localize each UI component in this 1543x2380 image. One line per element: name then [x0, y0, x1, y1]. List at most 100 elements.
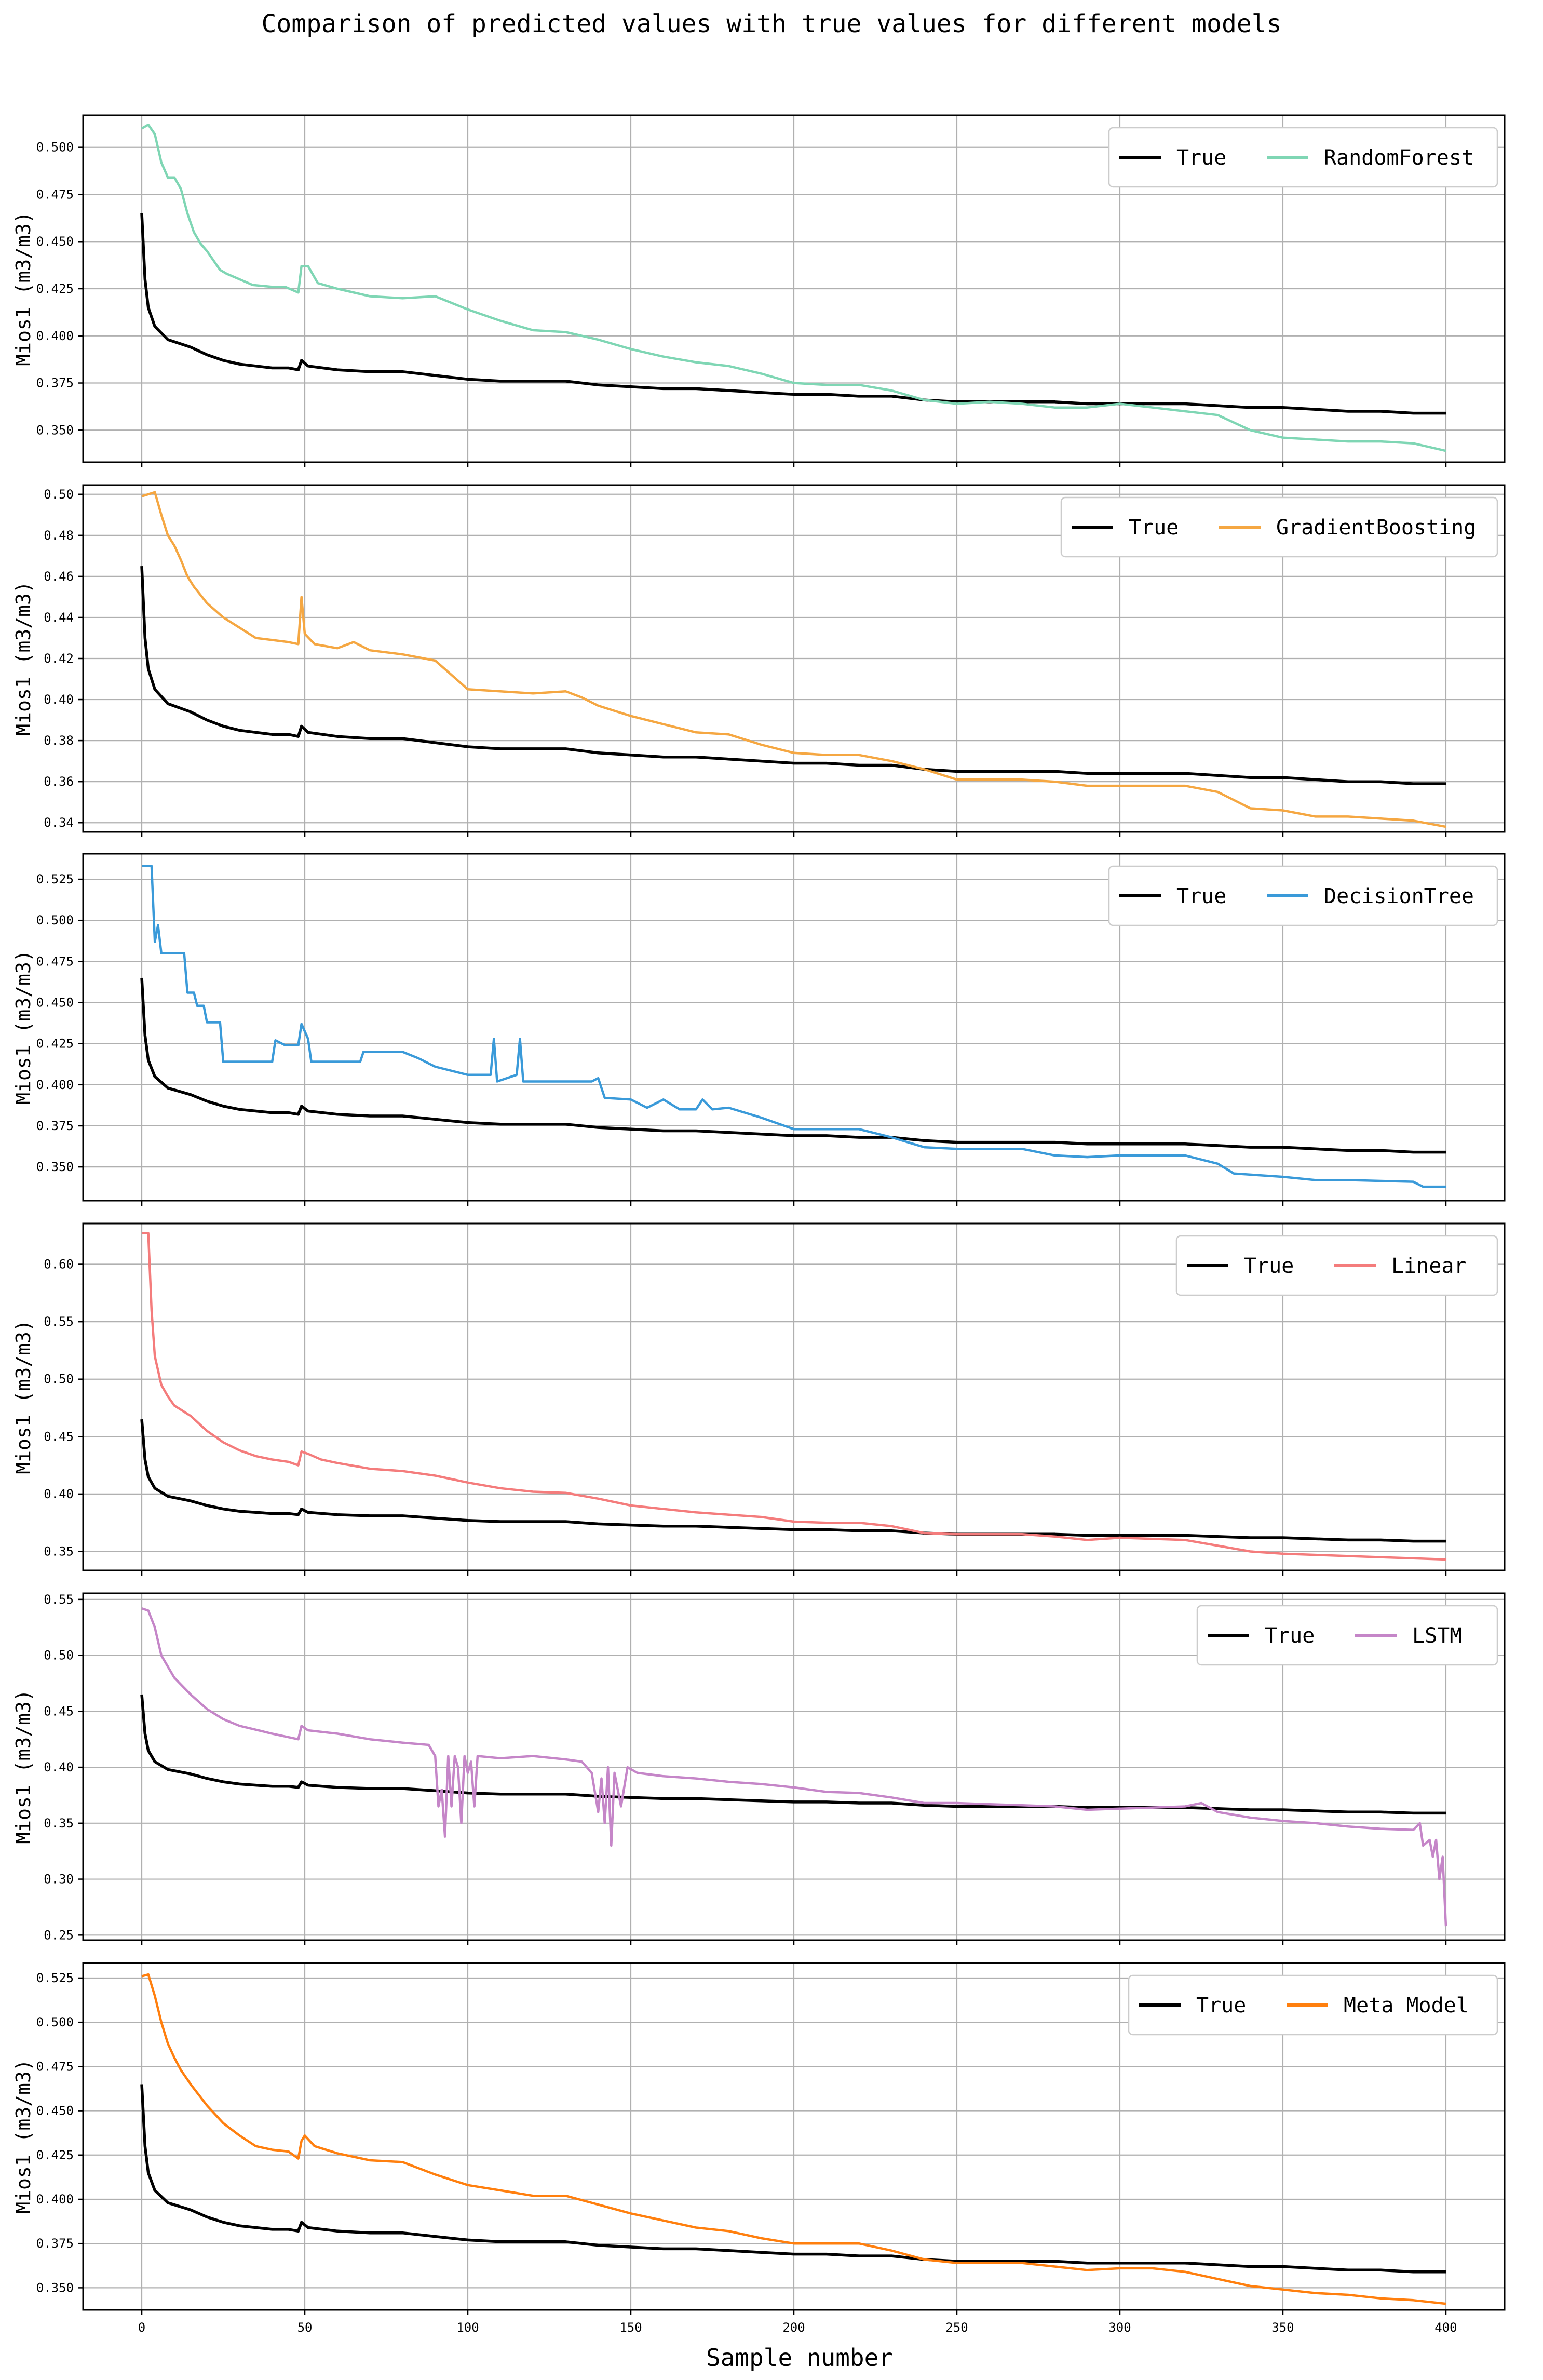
legend: True DecisionTree [1108, 865, 1498, 926]
y-tick-label: 0.55 [44, 1314, 74, 1329]
y-axis-label: Mios1 (m3/m3) [12, 1320, 35, 1474]
y-tick-label: 0.34 [44, 815, 74, 830]
series-line-meta-model [141, 1973, 1446, 2305]
x-tick-label: 400 [1434, 2320, 1457, 2335]
x-axis-label: Sample number [706, 2344, 893, 2372]
subplot-4: 0.35 0.40 0.45 0.50 0.55 0.60 Mios1 (m3/m3) Tru… [12, 1222, 1506, 1576]
y-tick-label: 0.35 [44, 1816, 74, 1831]
x-tick-label: 300 [1108, 2320, 1131, 2335]
legend-label-model: DecisionTree [1324, 884, 1474, 908]
series-line-gradientboosting [141, 491, 1446, 828]
series-line-decisiontree [142, 865, 1446, 1188]
y-tick-label: 0.30 [44, 1872, 74, 1887]
series-line-linear [142, 1232, 1446, 1561]
y-tick-label: 0.44 [44, 610, 74, 625]
subplot-3: 0.350 0.375 0.400 0.425 0.450 0.475 0.500 0.525… [12, 853, 1506, 1206]
y-tick-label: 0.50 [44, 487, 74, 502]
y-tick-label: 0.375 [36, 376, 74, 391]
legend: True Linear [1175, 1235, 1498, 1296]
y-axis-label: Mios1 (m3/m3) [12, 2059, 35, 2213]
subplot-6: 0.350 0.375 0.400 0.425 0.450 0.475 0.500 0.525… [12, 1962, 1506, 2335]
y-tick-label: 0.36 [44, 774, 74, 789]
legend: True GradientBoosting [1060, 496, 1498, 558]
series-line-lstm [141, 1607, 1447, 1927]
y-axis-label: Mios1 (m3/m3) [12, 211, 35, 366]
legend: True LSTM [1196, 1605, 1498, 1666]
y-tick-label: 0.425 [36, 1037, 74, 1051]
y-tick-label: 0.350 [36, 423, 74, 437]
y-tick-label: 0.40 [44, 1487, 74, 1501]
y-tick-label: 0.350 [36, 2280, 74, 2295]
y-tick-label: 0.425 [36, 2148, 74, 2162]
y-tick-label: 0.400 [36, 2192, 74, 2207]
series-line-true [140, 2084, 1446, 2274]
y-tick-label: 0.375 [36, 1119, 74, 1133]
legend-label-true: True [1129, 516, 1179, 540]
figure-title: Comparison of predicted values with true… [261, 9, 1281, 38]
y-tick-label: 0.500 [36, 2015, 74, 2029]
legend-label-true: True [1265, 1624, 1315, 1648]
y-tick-label: 0.450 [36, 234, 74, 249]
y-tick-label: 0.475 [36, 954, 74, 969]
subplot-5: 0.25 0.30 0.35 0.40 0.45 0.50 0.55 Mios1 (m3/m3… [12, 1592, 1506, 1945]
subplot-1: 0.350 0.375 0.400 0.425 0.450 0.475 0.500 Mios1… [12, 114, 1506, 467]
series-line-true [140, 566, 1446, 785]
x-tick-label: 200 [782, 2320, 805, 2335]
y-tick-label: 0.475 [36, 2059, 74, 2074]
x-tick-label: 350 [1271, 2320, 1294, 2335]
legend-box [1196, 1605, 1498, 1666]
x-tick-label: 150 [619, 2320, 642, 2335]
series-line-true [140, 977, 1446, 1154]
legend-label-true: True [1244, 1254, 1294, 1278]
x-tick-label: 50 [297, 2320, 313, 2335]
series-line-true [140, 1419, 1446, 1543]
y-tick-label: 0.25 [44, 1928, 74, 1942]
plot-frame [82, 484, 1506, 833]
legend-label-true: True [1176, 146, 1226, 170]
y-tick-label: 0.375 [36, 2236, 74, 2251]
y-tick-label: 0.475 [36, 187, 74, 201]
y-tick-label: 0.400 [36, 1078, 74, 1092]
y-axis-label: Mios1 (m3/m3) [12, 1689, 35, 1844]
legend-label-model: LSTM [1412, 1624, 1462, 1648]
plot-frame [82, 1222, 1506, 1571]
legend-label-true: True [1176, 884, 1226, 908]
plot-frame [82, 1962, 1506, 2311]
y-tick-label: 0.38 [44, 733, 74, 748]
series-line-randomforest [141, 123, 1446, 452]
y-tick-label: 0.55 [44, 1592, 74, 1607]
y-tick-label: 0.400 [36, 329, 74, 343]
legend-label-true: True [1196, 1994, 1246, 2018]
plot-frame [82, 1592, 1506, 1941]
y-tick-label: 0.425 [36, 281, 74, 296]
y-tick-label: 0.42 [44, 651, 74, 666]
y-tick-label: 0.450 [36, 2104, 74, 2118]
legend-label-model: RandomForest [1324, 146, 1474, 170]
y-tick-label: 0.50 [44, 1372, 74, 1387]
legend-label-model: Meta Model [1344, 1994, 1469, 2018]
x-tick-label: 0 [138, 2320, 145, 2335]
plot-frame [82, 114, 1506, 463]
y-tick-label: 0.60 [44, 1257, 74, 1272]
legend: True Meta Model [1128, 1974, 1498, 2036]
y-tick-label: 0.350 [36, 1160, 74, 1174]
x-tick-label: 250 [945, 2320, 968, 2335]
subplot-stack: 0.3500.3750.4000.4250.4500.4750.500Mios1… [12, 114, 1506, 2335]
y-axis-label: Mios1 (m3/m3) [12, 950, 35, 1104]
y-tick-label: 0.46 [44, 569, 74, 584]
y-tick-label: 0.40 [44, 692, 74, 707]
y-tick-label: 0.48 [44, 528, 74, 543]
y-axis-label: Mios1 (m3/m3) [12, 581, 35, 735]
legend-label-model: Linear [1391, 1254, 1467, 1278]
legend: True RandomForest [1108, 127, 1498, 188]
y-tick-label: 0.50 [44, 1648, 74, 1663]
legend-label-model: GradientBoosting [1276, 516, 1476, 540]
legend-box [1060, 496, 1498, 558]
subplot-2: 0.34 0.36 0.38 0.40 0.42 0.44 0.46 0.48 0.50 Mios… [12, 484, 1506, 837]
plot-frame [82, 853, 1506, 1202]
y-tick-label: 0.35 [44, 1544, 74, 1559]
y-tick-label: 0.525 [36, 1971, 74, 1985]
y-tick-label: 0.40 [44, 1760, 74, 1774]
y-tick-label: 0.500 [36, 913, 74, 927]
series-line-true [140, 213, 1446, 415]
